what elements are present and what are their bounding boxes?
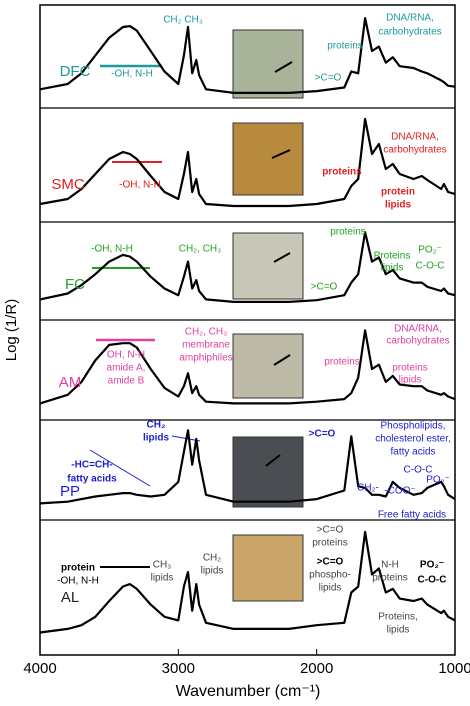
annotation: CH₂, CH₃ xyxy=(185,327,227,338)
annotation: Proteins, xyxy=(378,612,417,623)
panel-label: AL xyxy=(61,589,79,606)
annotation: C-O-C xyxy=(418,575,447,586)
annotation: PO₂⁻ xyxy=(418,245,442,256)
inset-image xyxy=(233,535,303,601)
annotation: amphiphiles xyxy=(179,353,232,364)
annotation: -OH, N-H xyxy=(91,244,133,255)
annotation: cholesterol ester, xyxy=(375,434,451,445)
annotation: fatty acids xyxy=(67,474,117,485)
annotation: lipids xyxy=(399,375,422,386)
annotation: >C=O xyxy=(317,557,344,568)
annotation: proteins xyxy=(322,167,362,178)
x-tick-label: 4000 xyxy=(23,660,56,677)
annotation: lipids xyxy=(319,583,342,594)
annotation: proteins xyxy=(327,41,363,52)
insets xyxy=(233,30,303,601)
inset-image xyxy=(233,233,303,299)
annotation: -HC=CH- xyxy=(71,460,112,471)
panel-label: SMC xyxy=(51,176,85,193)
annotation: >C=O xyxy=(311,282,338,293)
annotation: PO₂⁻ xyxy=(420,560,444,571)
inset-image xyxy=(233,30,303,98)
annotation: lipids xyxy=(151,573,174,584)
annotation: >C=O xyxy=(309,429,336,440)
annotation: carbohydrates xyxy=(383,145,446,156)
panel-label: PP xyxy=(60,483,80,500)
inset-image xyxy=(233,334,303,398)
x-tick-label: 2000 xyxy=(300,660,333,677)
annotation: carbohydrates xyxy=(386,336,449,347)
annotation: CH₃ xyxy=(153,560,172,571)
annotation: CH₂ CH₃ xyxy=(163,15,203,26)
annotation: carbohydrates xyxy=(378,27,441,38)
annotation: -COO⁻ xyxy=(384,486,415,497)
annotation: CH₂- xyxy=(357,483,379,494)
annotation: CH₂ xyxy=(147,420,166,431)
annotation: DNA/RNA, xyxy=(391,132,439,143)
annotation: OH, N-H xyxy=(107,350,145,361)
annotation: lipids xyxy=(385,200,412,211)
annotation: protein xyxy=(381,187,415,198)
annotation: lipids xyxy=(143,433,170,444)
annotation: -OH, N-H xyxy=(111,69,153,80)
annotation: amide B xyxy=(108,376,145,387)
annotation: Free fatty acids xyxy=(378,510,446,521)
brackets xyxy=(90,66,200,567)
annotation: membrane xyxy=(182,340,230,351)
annotation: lipids xyxy=(387,625,410,636)
annotation: N-H xyxy=(381,560,399,571)
annotation: proteins xyxy=(312,538,348,549)
x-tick-label: 1000 xyxy=(438,660,470,677)
annotation: proteins xyxy=(372,573,408,584)
inset-image xyxy=(233,437,303,507)
panel-label: FC xyxy=(65,276,85,293)
annotation: PO₂⁻ xyxy=(426,475,450,486)
annotation: amide A, xyxy=(107,363,146,374)
x-tick-label: 3000 xyxy=(162,660,195,677)
annotation: lipids xyxy=(381,263,404,274)
annotation: proteins xyxy=(392,363,428,374)
annotation: DNA/RNA, xyxy=(394,324,442,335)
annotation: DNA/RNA, xyxy=(386,13,434,24)
panel-label: AM xyxy=(59,374,82,391)
annotation: Proteins xyxy=(374,251,411,262)
annotation: CH₂ xyxy=(203,553,221,564)
y-axis-label: Log (1/R) xyxy=(3,299,20,362)
annotation: fatty acids xyxy=(390,447,435,458)
annotation: proteins xyxy=(324,357,360,368)
panel-label: DFC xyxy=(60,63,91,80)
inset-image xyxy=(233,123,303,195)
annotation: -OH, N-H xyxy=(119,180,161,191)
annotation: proteins xyxy=(330,227,366,238)
annotation: >C=O xyxy=(317,525,344,536)
annotation: -OH, N-H xyxy=(57,576,99,587)
annotation: lipids xyxy=(201,566,224,577)
chart: Log (1/R) Wavenumber (cm⁻¹) 4000 3000 2000… xyxy=(0,0,470,706)
annotation: Phospholipids, xyxy=(380,421,445,432)
annotation: >C=O xyxy=(315,73,342,84)
x-axis-label: Wavenumber (cm⁻¹) xyxy=(176,683,321,700)
annotation: C-O-C xyxy=(416,261,445,272)
annotation: phospho- xyxy=(309,570,351,581)
annotation: protein xyxy=(61,563,95,574)
annotation: CH₂, CH₃ xyxy=(179,244,221,255)
